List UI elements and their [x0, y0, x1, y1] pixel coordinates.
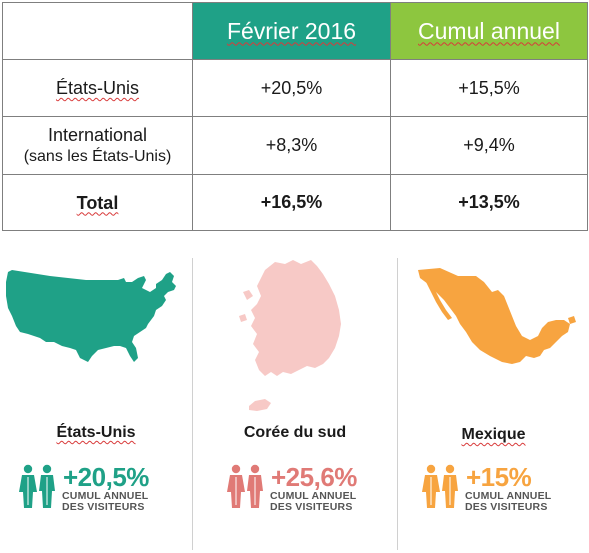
- row-label-text: États-Unis: [55, 78, 140, 98]
- caption-line1: CUMUL ANNUEL: [270, 490, 357, 502]
- row-ytd-value: +13,5%: [390, 174, 588, 231]
- row-label-text: International: [47, 124, 148, 145]
- visitor-stat: +25,6% CUMUL ANNUEL DES VISITEURS: [227, 462, 397, 514]
- visitor-stat-caption: CUMUL ANNUEL DES VISITEURS: [270, 491, 356, 513]
- people-icon: [422, 464, 458, 508]
- usa-panel: États-Unis +20,5% CUMUL ANNUEL DES VISIT…: [0, 250, 192, 550]
- table-row: États-Unis +20,5% +15,5%: [2, 59, 588, 117]
- caption-line2: DES VISITEURS: [465, 501, 548, 513]
- row-february-value: +20,5%: [192, 59, 391, 117]
- row-february-value: +16,5%: [192, 174, 391, 231]
- visitor-growth-value: +25,6%: [271, 462, 357, 492]
- row-label: États-Unis: [2, 59, 193, 117]
- mexico-map: [418, 268, 576, 364]
- row-label-text: Total: [76, 192, 119, 213]
- mexico-panel: Mexique +15% CUMUL ANNUEL DES VISITEURS: [398, 250, 589, 550]
- table-row: International (sans les États-Unis) +8,3…: [2, 116, 588, 175]
- country-label: Corée du sud: [193, 424, 397, 442]
- country-label: États-Unis: [0, 424, 192, 442]
- caption-line2: DES VISITEURS: [270, 501, 353, 513]
- row-february-value: +8,3%: [192, 116, 391, 175]
- south-korea-map: [239, 260, 341, 411]
- usa-map: [6, 270, 176, 362]
- visitor-stat-caption: CUMUL ANNUEL DES VISITEURS: [62, 491, 148, 513]
- table-row: Total +16,5% +13,5%: [2, 174, 588, 231]
- header-february-label: Février 2016: [226, 17, 357, 44]
- caption-line1: CUMUL ANNUEL: [62, 490, 149, 502]
- country-label-text: Corée du sud: [243, 424, 347, 441]
- header-february: Février 2016: [192, 2, 391, 60]
- visitor-stat: +20,5% CUMUL ANNUEL DES VISITEURS: [19, 462, 189, 514]
- header-empty-cell: [2, 2, 193, 60]
- header-ytd-label: Cumul annuel: [418, 17, 560, 44]
- visitor-growth-value: +15%: [466, 462, 532, 492]
- row-label: International (sans les États-Unis): [2, 116, 193, 175]
- country-label-text: Mexique: [461, 426, 526, 443]
- comparison-table: Février 2016 Cumul annuel États-Unis +20…: [2, 2, 588, 232]
- header-ytd: Cumul annuel: [390, 2, 588, 60]
- people-icon: [227, 464, 263, 508]
- korea-panel: Corée du sud +25,6% CUMUL ANNUEL DES VIS…: [193, 250, 397, 550]
- panel-divider: [192, 258, 193, 550]
- table-header-row: Février 2016 Cumul annuel: [2, 2, 588, 60]
- row-label-subtext: (sans les États-Unis): [3, 146, 192, 168]
- row-label-subtext-text: (sans les États-Unis): [23, 147, 172, 165]
- people-icon: [19, 464, 55, 508]
- row-ytd-value: +15,5%: [390, 59, 588, 117]
- country-label-text: États-Unis: [56, 424, 136, 441]
- visitor-stat-caption: CUMUL ANNUEL DES VISITEURS: [465, 491, 551, 513]
- visitor-growth-value: +20,5%: [63, 462, 149, 492]
- caption-line1: CUMUL ANNUEL: [465, 490, 552, 502]
- row-ytd-value: +9,4%: [390, 116, 588, 175]
- panel-divider: [397, 258, 398, 550]
- visitor-stat: +15% CUMUL ANNUEL DES VISITEURS: [422, 462, 582, 514]
- country-label: Mexique: [398, 426, 589, 444]
- caption-line2: DES VISITEURS: [62, 501, 145, 513]
- row-label: Total: [2, 174, 193, 231]
